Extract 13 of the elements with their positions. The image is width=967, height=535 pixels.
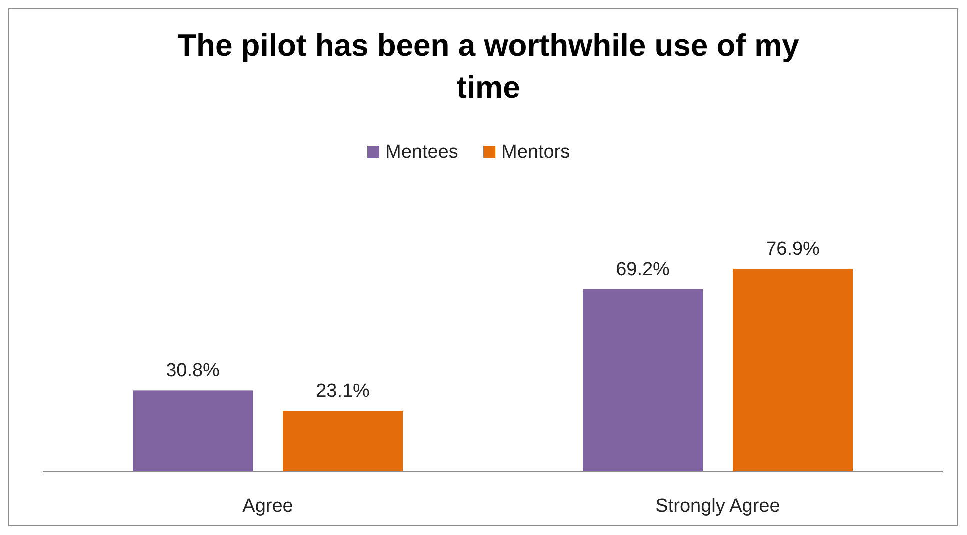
data-label: 23.1% (316, 381, 370, 402)
data-label: 69.2% (616, 259, 670, 280)
x-tick-label: Strongly Agree (656, 496, 780, 517)
bar (133, 390, 253, 472)
data-label: 76.9% (766, 239, 820, 260)
legend-label: Mentees (386, 142, 458, 163)
bar (733, 269, 853, 472)
legend-label: Mentors (502, 142, 570, 163)
bar (283, 411, 403, 472)
x-tick-label: Agree (242, 496, 294, 517)
bar (583, 289, 703, 472)
data-label: 30.8% (166, 360, 220, 382)
chart-title: The pilot has been a worthwhile use of my time (178, 28, 800, 105)
